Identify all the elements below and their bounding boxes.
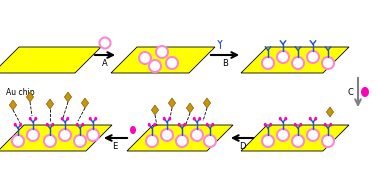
- Ellipse shape: [361, 87, 369, 97]
- Ellipse shape: [66, 117, 69, 121]
- Circle shape: [27, 129, 39, 141]
- Circle shape: [277, 51, 289, 63]
- Ellipse shape: [329, 123, 332, 127]
- Ellipse shape: [206, 123, 209, 127]
- Ellipse shape: [284, 117, 287, 121]
- Circle shape: [191, 129, 203, 141]
- Ellipse shape: [294, 123, 297, 127]
- Ellipse shape: [211, 123, 214, 127]
- Ellipse shape: [279, 117, 282, 121]
- Circle shape: [307, 129, 319, 141]
- Polygon shape: [0, 47, 101, 73]
- Ellipse shape: [324, 123, 327, 127]
- Circle shape: [149, 60, 161, 72]
- Ellipse shape: [34, 117, 37, 121]
- Polygon shape: [203, 98, 211, 108]
- Polygon shape: [241, 47, 349, 73]
- Polygon shape: [241, 125, 349, 151]
- Ellipse shape: [130, 126, 136, 134]
- Polygon shape: [326, 107, 334, 117]
- Polygon shape: [26, 92, 34, 102]
- Ellipse shape: [314, 117, 317, 121]
- Text: E: E: [112, 142, 118, 151]
- Ellipse shape: [183, 123, 186, 127]
- Circle shape: [146, 135, 158, 147]
- Circle shape: [322, 57, 334, 69]
- Polygon shape: [169, 98, 176, 108]
- Ellipse shape: [148, 123, 151, 127]
- Text: A: A: [102, 59, 108, 68]
- Polygon shape: [0, 125, 112, 151]
- Circle shape: [322, 135, 334, 147]
- Ellipse shape: [163, 117, 166, 121]
- Ellipse shape: [269, 123, 272, 127]
- Polygon shape: [46, 99, 54, 109]
- Ellipse shape: [168, 117, 171, 121]
- Circle shape: [156, 46, 168, 58]
- Polygon shape: [9, 100, 17, 110]
- Circle shape: [161, 129, 173, 141]
- Text: D: D: [239, 142, 245, 151]
- Ellipse shape: [309, 117, 312, 121]
- Ellipse shape: [89, 117, 92, 121]
- Ellipse shape: [51, 123, 54, 127]
- Ellipse shape: [14, 123, 17, 127]
- Polygon shape: [186, 103, 194, 113]
- Ellipse shape: [29, 117, 32, 121]
- Text: Au chip: Au chip: [6, 88, 35, 97]
- Circle shape: [262, 135, 274, 147]
- Ellipse shape: [81, 123, 84, 127]
- Ellipse shape: [153, 123, 156, 127]
- Circle shape: [44, 135, 56, 147]
- Polygon shape: [81, 98, 88, 108]
- Circle shape: [292, 135, 304, 147]
- Circle shape: [74, 135, 86, 147]
- Circle shape: [166, 57, 178, 69]
- Ellipse shape: [198, 117, 201, 121]
- Polygon shape: [64, 92, 71, 102]
- Polygon shape: [111, 47, 215, 73]
- Circle shape: [292, 57, 304, 69]
- Polygon shape: [152, 105, 159, 115]
- Circle shape: [139, 52, 151, 64]
- Circle shape: [12, 135, 24, 147]
- Circle shape: [87, 129, 99, 141]
- Circle shape: [262, 57, 274, 69]
- Circle shape: [277, 129, 289, 141]
- Circle shape: [176, 135, 188, 147]
- Ellipse shape: [61, 117, 64, 121]
- Circle shape: [204, 135, 216, 147]
- Ellipse shape: [193, 117, 196, 121]
- Circle shape: [99, 37, 110, 49]
- Ellipse shape: [19, 123, 22, 127]
- Ellipse shape: [46, 123, 49, 127]
- Circle shape: [307, 51, 319, 63]
- Ellipse shape: [264, 123, 267, 127]
- Polygon shape: [127, 125, 233, 151]
- Ellipse shape: [178, 123, 181, 127]
- Circle shape: [59, 129, 71, 141]
- Ellipse shape: [94, 117, 97, 121]
- Text: B: B: [222, 59, 228, 68]
- Ellipse shape: [299, 123, 302, 127]
- Text: C: C: [347, 88, 353, 97]
- Ellipse shape: [76, 123, 79, 127]
